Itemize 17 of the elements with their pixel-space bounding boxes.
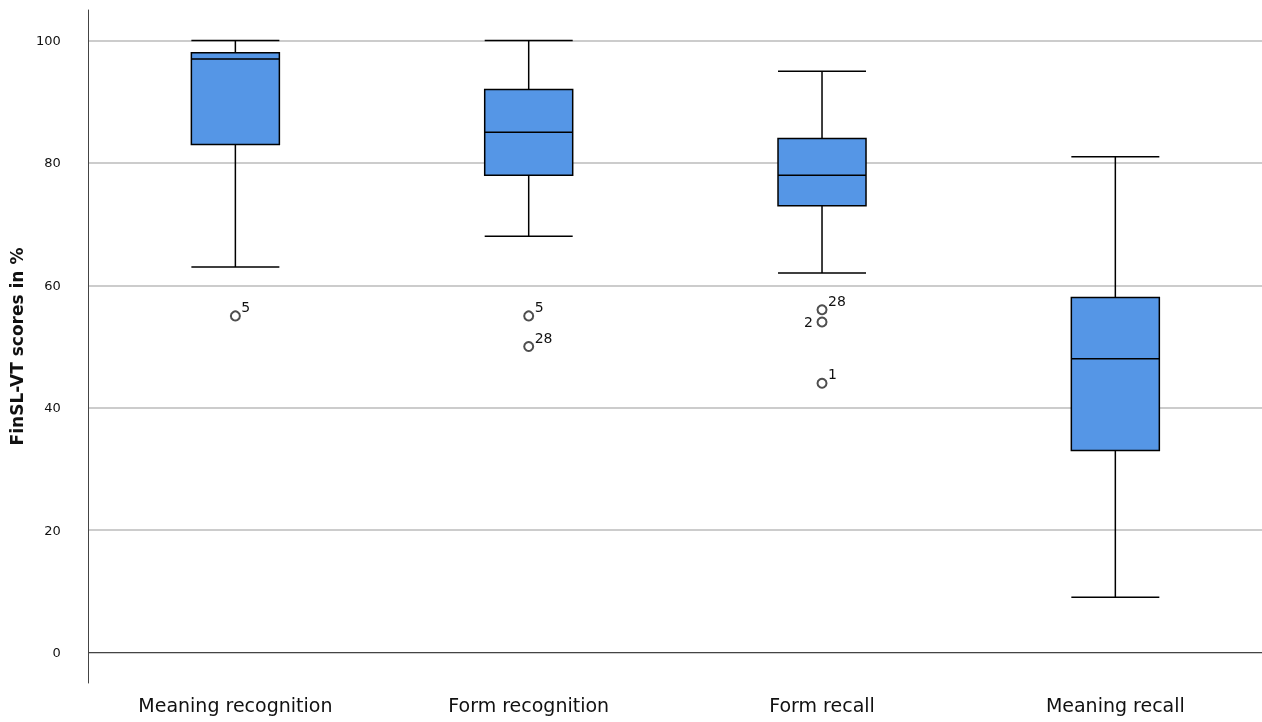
annotation: 5 — [534, 298, 544, 315]
y-tick-label: 60 — [44, 277, 61, 293]
annotation: 1 — [828, 366, 837, 383]
x-tick-label: Form recognition — [448, 693, 610, 716]
x-tick-label: Meaning recall — [1045, 693, 1185, 716]
y-tick-label: 0 — [52, 644, 61, 660]
annotation: 5 — [241, 298, 251, 315]
y-tick-label: 80 — [44, 155, 61, 171]
annotation: 28 — [534, 329, 553, 346]
x-tick-label: Form recall — [769, 693, 875, 716]
y-tick-label: 20 — [44, 522, 61, 538]
y-axis-title: FinSL-VT scores in % — [6, 247, 27, 446]
x-tick-label: Meaning recognition — [138, 693, 333, 716]
y-tick-label: 40 — [44, 400, 61, 416]
y-tick-label: 100 — [35, 33, 61, 49]
annotation: 2 — [804, 314, 814, 331]
annotation: 28 — [828, 292, 846, 309]
